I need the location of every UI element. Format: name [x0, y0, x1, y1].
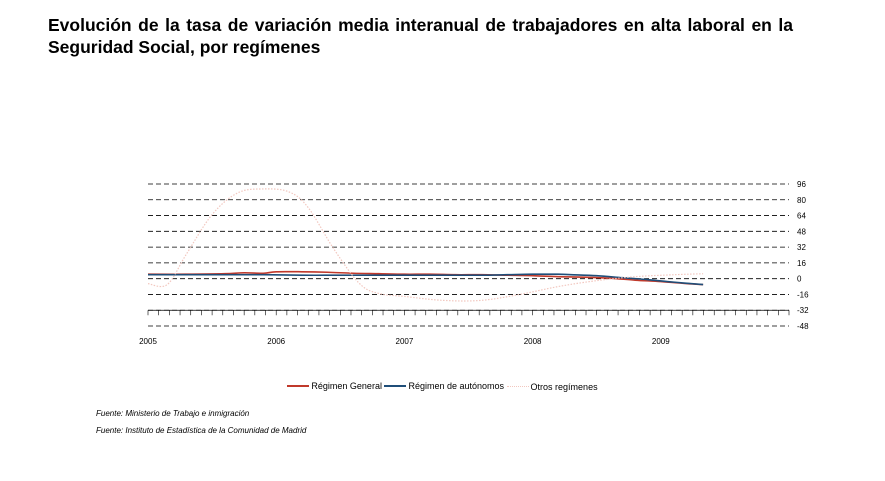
legend: Régimen General Régimen de autónomos Otr… — [0, 379, 885, 392]
y-tick-label: -48 — [797, 322, 809, 331]
legend-label-autonomos: Régimen de autónomos — [408, 381, 505, 391]
legend-swatch-otros — [506, 386, 529, 387]
series-line-general — [147, 270, 704, 286]
y-axis: 96 80 64 48 32 16 0 -16 -32 -48 — [797, 180, 809, 331]
y-tick-label: 0 — [797, 275, 802, 284]
source-note-1: Fuente: Ministerio de Trabajo e inmigrac… — [96, 409, 250, 418]
legend-item-general: Régimen General — [287, 381, 382, 391]
source-note-2: Fuente: Instituto de Estadística de la C… — [96, 426, 307, 435]
y-tick-label: 80 — [797, 196, 806, 205]
x-tick-label: 2007 — [396, 337, 414, 346]
x-tick-label: 2005 — [139, 337, 157, 346]
legend-item-autonomos: Régimen de autónomos — [384, 381, 504, 391]
y-tick-label: 96 — [797, 180, 806, 189]
chart-title: Evolución de la tasa de variación media … — [48, 15, 793, 57]
grid-lines — [148, 183, 789, 327]
y-tick-label: 32 — [797, 243, 806, 252]
legend-swatch-general — [287, 385, 310, 387]
x-tick-label: 2006 — [267, 337, 285, 346]
legend-label-general: Régimen General — [311, 381, 382, 391]
x-tick-label: 2008 — [524, 337, 542, 346]
legend-item-otros: Otros regímenes — [506, 381, 598, 392]
y-tick-label: -16 — [797, 290, 809, 299]
y-tick-label: 48 — [797, 227, 806, 236]
y-tick-label: 64 — [797, 212, 806, 221]
y-tick-label: 16 — [797, 259, 806, 268]
legend-swatch-autonomos — [384, 385, 407, 387]
x-tick-label: 2009 — [652, 337, 670, 346]
y-tick-label: -32 — [797, 306, 809, 315]
series-line-otros — [147, 188, 704, 302]
x-axis: 2005 2006 2007 2008 2009 — [139, 309, 790, 346]
series-lines — [147, 188, 704, 302]
legend-label-otros: Otros regímenes — [530, 381, 598, 392]
